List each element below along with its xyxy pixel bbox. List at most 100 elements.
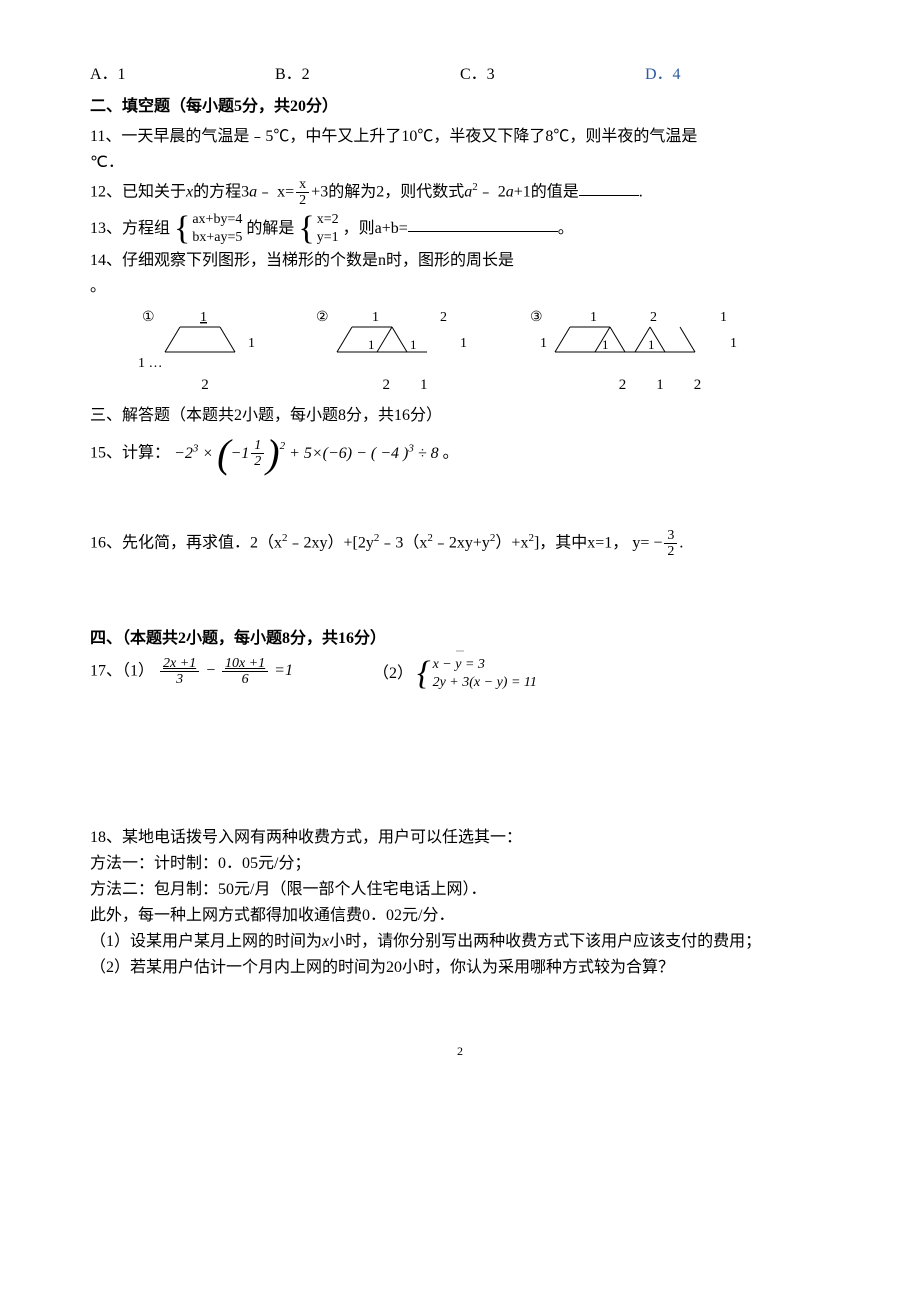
q18-l5b: 小时，请你分别写出两种收费方式下该用户应该支付的费用； xyxy=(329,933,761,950)
rparen-icon: ) xyxy=(266,434,279,474)
q15-inner-pre: −1 xyxy=(230,439,249,469)
q12-pre: 12、已知关于 xyxy=(90,183,186,200)
svg-text:③: ③ xyxy=(530,310,543,325)
q10-opt-c: C．3 xyxy=(460,60,645,90)
q13-mid: 的解是 xyxy=(246,219,298,236)
fig2: ② 1 2 1 1 1 xyxy=(310,307,500,367)
q16-ypre: y= − xyxy=(632,534,662,551)
q14-line1: 14、仔细观察下列图形，当梯形的个数是n时，图形的周长是 xyxy=(90,249,830,273)
figcap1: 2 xyxy=(130,371,280,400)
q18-l6: （2）若某用户估计一个月内上网的时间为20小时，你认为采用哪种方式较为合算？ xyxy=(90,956,830,980)
figcap3: 2 1 2 xyxy=(530,371,790,400)
brace-icon: { xyxy=(417,657,431,691)
svg-text:1: 1 xyxy=(730,336,737,351)
q17-minus: − xyxy=(205,656,216,686)
svg-text:1: 1 xyxy=(200,310,207,325)
svg-text:1: 1 xyxy=(648,337,655,352)
q17-sys: { x − y = 3 2y + 3(x − y) = 11 xyxy=(417,656,537,692)
q15: 15、计算： −23 × ( −1 1 2 ) 2 + 5×(−6) − ( −… xyxy=(90,434,830,474)
svg-text:1: 1 xyxy=(720,310,727,325)
q16-yfrac: 32 xyxy=(664,528,677,560)
svg-text:1: 1 xyxy=(590,310,597,325)
q12-blank xyxy=(579,179,639,196)
q17-eq1: =1 xyxy=(274,656,293,686)
q15-p1: −2 xyxy=(174,445,193,462)
q13-l2: bx+ay=5 xyxy=(192,229,242,247)
q11b: ℃． xyxy=(90,151,830,175)
q16-m4: ）+x xyxy=(495,534,528,551)
brace-icon: { xyxy=(174,212,190,246)
svg-text:1 …: 1 … xyxy=(138,356,163,367)
svg-text:②: ② xyxy=(316,310,329,325)
q16-ynum: 3 xyxy=(664,528,677,544)
q17-label2: （2） xyxy=(373,665,413,682)
svg-text:1: 1 xyxy=(410,337,417,352)
trapezoid-3-svg: ③ 1 2 1 1 1 1 1 xyxy=(530,307,790,367)
q11-text-b: ℃． xyxy=(90,154,124,171)
svg-text:1: 1 xyxy=(368,337,375,352)
q13-period: 。 xyxy=(558,219,574,236)
q15-inner-num: 1 xyxy=(251,438,264,454)
q17: 17、（1） 2x +13 − 10x +16 =1 （2） { x − y =… xyxy=(90,656,830,692)
center-marker xyxy=(456,650,464,652)
q17-fracB: 10x +16 xyxy=(222,656,268,688)
q13-sys1: { ax+by=4 bx+ay=5 xyxy=(174,211,242,247)
q17-bnum: 10x +1 xyxy=(222,656,268,672)
q16-m1: ﹣2xy）+[2y xyxy=(288,534,374,551)
svg-text:2: 2 xyxy=(650,310,657,325)
q17-s1: x − y = 3 xyxy=(433,656,537,674)
q12-period: . xyxy=(639,183,643,200)
svg-text:1: 1 xyxy=(540,336,547,351)
q17-fracA: 2x +13 xyxy=(160,656,199,688)
q16-period: . xyxy=(679,534,683,551)
q12-a2: a xyxy=(464,183,472,200)
q10-opt-a: A．1 xyxy=(90,60,275,90)
lparen-icon: ( xyxy=(217,434,230,474)
svg-text:①: ① xyxy=(142,310,155,325)
q15-pre: 15、计算： xyxy=(90,445,170,462)
section3-heading: 三、解答题（本题共2小题，每小题8分，共16分） xyxy=(90,401,830,431)
q12-mid4: ﹣ 2 xyxy=(478,183,506,200)
svg-text:1: 1 xyxy=(248,336,255,351)
q18-l3: 方法二：包月制：50元/月（限一部个人住宅电话上网）． xyxy=(90,878,830,902)
q17-anum: 2x +1 xyxy=(160,656,199,672)
q12-frac-den: 2 xyxy=(296,193,309,208)
svg-text:1: 1 xyxy=(602,337,609,352)
q15-e3: 3 xyxy=(193,442,199,454)
q12: 12、已知关于x的方程3a﹣ x=x2+3的解为2，则代数式a2﹣ 2a+1的值… xyxy=(90,177,830,209)
q15-paren: ( −1 1 2 ) 2 xyxy=(217,434,285,474)
fig-captions: 2 2 1 2 1 2 xyxy=(130,371,830,400)
trapezoid-2-svg: ② 1 2 1 1 1 xyxy=(310,307,500,367)
q11-text-a: 11、一天早晨的气温是﹣5℃，中午又上升了10℃，半夜又下降了8℃，则半夜的气温… xyxy=(90,128,697,145)
q16-yden: 2 xyxy=(664,544,677,559)
svg-text:1: 1 xyxy=(372,310,379,325)
q18-l4: 此外，每一种上网方式都得加收通信费0．02元/分． xyxy=(90,904,830,928)
fig3: ③ 1 2 1 1 1 1 1 xyxy=(530,307,790,367)
q10-opt-d: D．4 xyxy=(645,60,830,90)
q13: 13、方程组 { ax+by=4 bx+ay=5 的解是 { x=2 y=1 ，… xyxy=(90,211,830,247)
q12-frac-num: x xyxy=(296,177,309,193)
q18-l2: 方法一：计时制：0．05元/分； xyxy=(90,852,830,876)
q18-l1: 18、某地电话拨号入网有两种收费方式，用户可以任选其一： xyxy=(90,826,830,850)
q12-frac: x2 xyxy=(296,177,309,209)
q16: 16、先化简，再求值．2（x2﹣2xy）+[2y2﹣3（x2﹣2xy+y2）+x… xyxy=(90,528,830,560)
q11: 11、一天早晨的气温是﹣5℃，中午又上升了10℃，半夜又下降了8℃，则半夜的气温… xyxy=(90,125,830,149)
q12-mid1: 的方程3 xyxy=(193,183,249,200)
q15-p3: ÷ 8 xyxy=(414,445,439,462)
q12-mid3: +3的解为2，则代数式 xyxy=(311,183,464,200)
q16-m5: ]，其中x=1， xyxy=(534,534,628,551)
section2-heading: 二、填空题（每小题5分，共20分） xyxy=(90,92,830,122)
q18-l5a: （1）设某用户某月上网的时间为 xyxy=(90,933,322,950)
q13-l1: ax+by=4 xyxy=(192,211,242,229)
q13-post: ，则a+b= xyxy=(343,219,408,236)
q10-opt-b: B．2 xyxy=(275,60,460,90)
q15-e2: 2 xyxy=(280,436,286,457)
q13-blank xyxy=(408,215,558,232)
page-number: 2 xyxy=(90,1040,830,1063)
svg-text:1: 1 xyxy=(460,336,467,351)
q12-a3: a xyxy=(506,183,514,200)
q17-s2: 2y + 3(x − y) = 11 xyxy=(433,674,537,692)
q17-label: 17、（1） xyxy=(90,663,154,680)
fig1: ① 1 1 1 … xyxy=(130,307,280,367)
q13-r2: y=1 xyxy=(317,229,339,247)
